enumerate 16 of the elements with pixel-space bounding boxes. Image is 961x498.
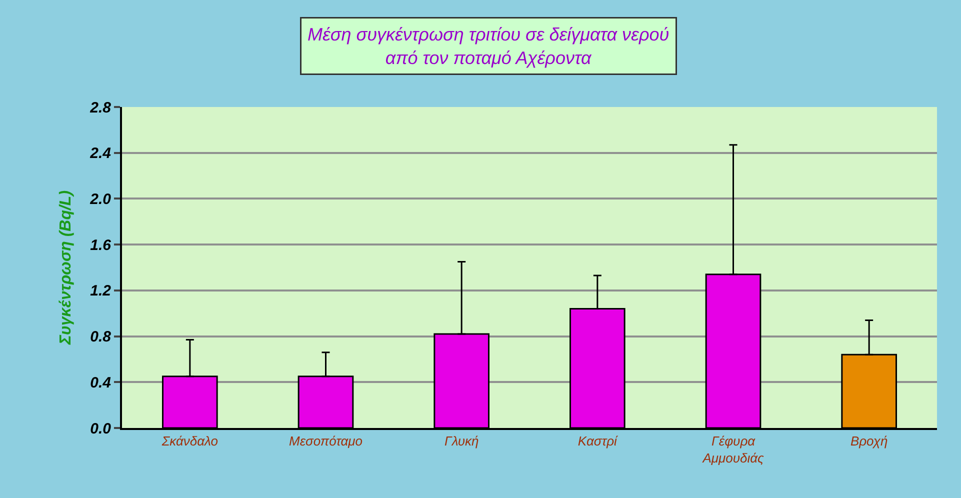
x-tick-label: Βροχή: [850, 434, 888, 449]
x-tick-label: Καστρί: [578, 434, 618, 449]
y-tick-label: 2.0: [89, 190, 112, 208]
y-tick-label: 1.6: [90, 236, 112, 254]
y-axis-title: Συγκέντρωση (Bq/L): [58, 190, 75, 346]
y-tick-label: 0.8: [90, 328, 112, 346]
y-tick-label: 1.2: [90, 282, 112, 300]
x-tick-label: Γέφυρα Αμμουδιάς: [702, 434, 764, 466]
y-tick-label: 0.0: [90, 420, 112, 438]
chart-title: Μέση συγκέντρωση τριτίου σε δείγματα νερού από τον ποταμό Αχέροντα: [308, 24, 670, 68]
y-tick-label: 0.4: [90, 374, 112, 392]
x-tick-label: Σκάνδαλο: [160, 434, 218, 449]
x-tick-label: Γλυκή: [444, 434, 479, 449]
x-tick-label: Μεσοπόταμο: [288, 434, 363, 449]
y-tick-label: 2.8: [89, 99, 112, 116]
y-tick-label: 2.4: [89, 145, 112, 162]
